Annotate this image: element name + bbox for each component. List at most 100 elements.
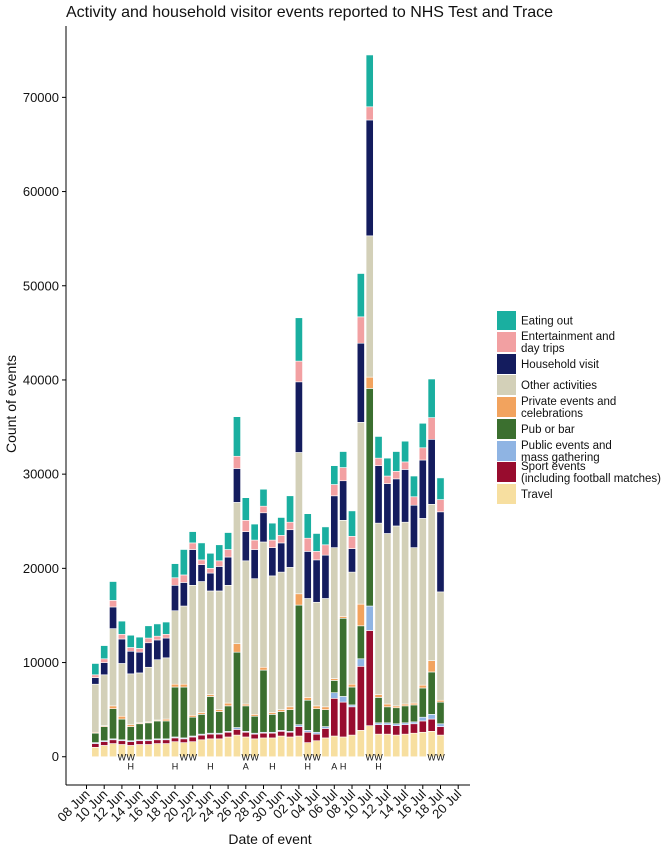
bar-segment bbox=[135, 636, 144, 649]
bar-segment bbox=[91, 743, 100, 748]
bar-segment bbox=[206, 552, 215, 569]
bar-segment bbox=[268, 539, 277, 548]
legend-label-line: day trips bbox=[521, 343, 565, 355]
bar-marker-label: W bbox=[365, 753, 374, 763]
bar-segment bbox=[91, 663, 100, 676]
bar-segment bbox=[339, 696, 348, 703]
bar-segment bbox=[224, 702, 233, 707]
bar-segment bbox=[117, 663, 126, 717]
bar-segment bbox=[215, 544, 224, 562]
bar-segment bbox=[153, 720, 162, 740]
y-tick-label: 30000 bbox=[23, 467, 59, 482]
bar-segment bbox=[233, 502, 241, 645]
bar-segment bbox=[100, 645, 109, 660]
bar-segment bbox=[303, 697, 312, 701]
bar-segment bbox=[321, 544, 330, 556]
bar-segment bbox=[277, 731, 286, 737]
legend-label: Travel bbox=[521, 489, 553, 501]
bar-segment bbox=[171, 686, 179, 738]
bar-segment bbox=[250, 715, 259, 734]
legend-label-line: Entertainment and bbox=[521, 331, 615, 343]
bar-segment bbox=[197, 559, 206, 565]
bar-segment bbox=[100, 726, 109, 742]
legend-label: Sport events (including football matches) bbox=[521, 461, 661, 485]
bar-segment bbox=[312, 551, 321, 561]
bar-segment bbox=[259, 541, 268, 668]
bar-segment bbox=[356, 316, 365, 344]
bar-marker-label: W bbox=[180, 753, 189, 763]
bar-segment bbox=[392, 525, 401, 707]
legend-label-line: mass gathering bbox=[521, 452, 600, 464]
bar-segment bbox=[241, 560, 250, 705]
x-axis-title: Date of event bbox=[228, 831, 311, 847]
bar-marker-label: W bbox=[312, 753, 321, 763]
bar-segment bbox=[312, 733, 321, 742]
legend-label-line: Travel bbox=[521, 489, 553, 501]
bar-segment bbox=[197, 739, 206, 758]
bar-segment bbox=[144, 642, 153, 668]
bar-segment bbox=[365, 119, 374, 237]
bar-marker-label: H bbox=[305, 762, 312, 772]
bar-segment bbox=[356, 603, 365, 627]
bar-segment bbox=[206, 738, 215, 758]
bar-segment bbox=[241, 497, 250, 521]
bar-segment bbox=[418, 687, 427, 718]
bar-segment bbox=[135, 651, 144, 674]
bar-segment bbox=[162, 739, 171, 744]
bar-segment bbox=[250, 523, 259, 541]
bar-segment bbox=[303, 598, 312, 698]
bar-segment bbox=[330, 547, 339, 679]
bar-segment bbox=[374, 465, 383, 524]
bar-marker-label: W bbox=[127, 753, 136, 763]
bar-segment bbox=[162, 621, 171, 635]
bar-segment bbox=[321, 737, 330, 758]
bar-segment bbox=[144, 666, 153, 723]
bar-segment bbox=[250, 549, 259, 580]
bar-marker-label: A bbox=[243, 762, 249, 772]
bar-segment bbox=[224, 705, 233, 732]
bar-segment bbox=[268, 575, 277, 713]
bar-segment bbox=[109, 705, 117, 709]
legend-swatch bbox=[497, 311, 516, 330]
bar-segment bbox=[383, 483, 392, 534]
bar-segment bbox=[135, 744, 144, 758]
bar-segment bbox=[188, 736, 197, 742]
bar-segment bbox=[321, 554, 330, 599]
legend-swatch bbox=[497, 375, 516, 395]
bar-segment bbox=[383, 733, 392, 758]
bar-segment bbox=[348, 536, 356, 549]
bar-marker-label: H bbox=[375, 762, 382, 772]
bar-segment bbox=[144, 744, 153, 758]
bar-segment bbox=[427, 671, 436, 715]
bar-segment bbox=[153, 743, 162, 758]
bar-segment bbox=[339, 480, 348, 521]
bar-segment bbox=[339, 736, 348, 758]
bar-segment bbox=[126, 647, 135, 652]
bar-segment bbox=[321, 706, 330, 710]
bar-segment bbox=[188, 584, 197, 716]
bar-segment bbox=[126, 726, 135, 742]
bar-segment bbox=[259, 512, 268, 543]
bar-segment bbox=[383, 475, 392, 484]
bar-marker-label: H bbox=[207, 762, 214, 772]
bar-segment bbox=[197, 542, 206, 561]
bar-segment bbox=[339, 701, 348, 738]
bar-segment bbox=[233, 643, 241, 653]
legend-swatch bbox=[497, 397, 516, 417]
bar-segment bbox=[117, 718, 126, 741]
bar-segment bbox=[286, 736, 294, 758]
bar-segment bbox=[356, 658, 365, 667]
bar-segment bbox=[100, 745, 109, 758]
bar-segment bbox=[418, 459, 427, 519]
bar-segment bbox=[224, 532, 233, 550]
bar-segment bbox=[179, 683, 188, 688]
bar-segment bbox=[171, 610, 179, 685]
bar-segment bbox=[392, 471, 401, 480]
bar-segment bbox=[374, 724, 383, 735]
bar-segment bbox=[427, 503, 436, 661]
bar-segment bbox=[436, 477, 445, 500]
bar-segment bbox=[294, 452, 303, 595]
bar-segment bbox=[171, 563, 179, 579]
bar-segment bbox=[109, 708, 117, 740]
bar-segment bbox=[330, 698, 339, 737]
